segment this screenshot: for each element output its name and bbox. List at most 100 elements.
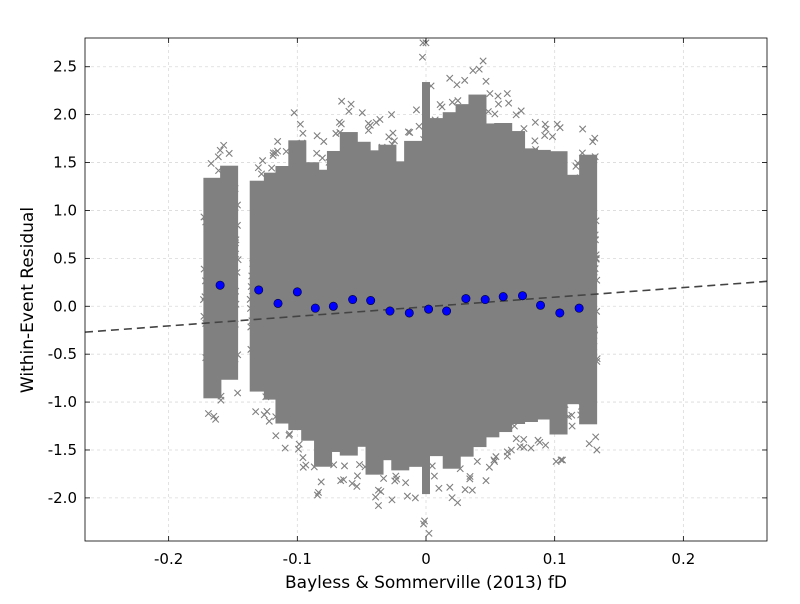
residual-point <box>291 274 299 282</box>
residual-point <box>216 146 224 154</box>
residual-point <box>324 211 332 220</box>
residual-point <box>491 192 499 200</box>
residual-point <box>494 100 503 108</box>
residual-point <box>517 107 525 115</box>
y-tick-label: -1.5 <box>48 441 77 459</box>
residual-point <box>348 479 356 488</box>
residual-point <box>212 257 221 265</box>
binned-mean-point <box>461 294 471 304</box>
residual-point <box>508 206 516 214</box>
residual-point <box>272 236 281 244</box>
residual-point <box>546 282 555 290</box>
residual-point <box>536 438 544 446</box>
residual-point <box>495 326 504 334</box>
residual-point <box>525 307 533 315</box>
residual-point <box>333 390 341 399</box>
residual-point <box>411 183 419 192</box>
residual-point <box>349 206 357 214</box>
residual-point <box>356 345 364 353</box>
residual-point <box>554 271 563 279</box>
residual-point <box>409 264 417 272</box>
residual-band <box>564 174 583 405</box>
residual-point <box>569 260 577 268</box>
residual-point <box>261 246 269 254</box>
residual-point <box>534 354 542 362</box>
residual-point <box>370 219 378 227</box>
residual-point <box>456 403 464 411</box>
residual-point <box>456 230 464 238</box>
residual-point <box>455 394 463 402</box>
residual-point <box>591 231 599 239</box>
residual-point <box>408 356 417 364</box>
residual-point <box>536 229 544 237</box>
residual-point <box>471 284 479 292</box>
residual-point <box>301 216 309 224</box>
residual-point <box>332 340 340 348</box>
residual-point <box>376 234 384 242</box>
residual-point <box>441 198 449 207</box>
residual-point <box>426 321 434 330</box>
residual-point <box>337 228 345 236</box>
residual-points <box>199 39 601 537</box>
residual-point <box>404 437 412 445</box>
residual-point <box>218 201 227 209</box>
y-tick-label: -1.0 <box>48 393 77 411</box>
residual-point <box>354 203 363 211</box>
residual-point <box>588 316 596 325</box>
residual-point <box>572 162 580 170</box>
residual-point <box>345 274 353 282</box>
residual-point <box>541 324 549 333</box>
binned-mean-points <box>215 280 584 318</box>
residual-point <box>409 166 418 174</box>
residual-point <box>413 393 421 401</box>
residual-point <box>427 173 435 181</box>
residual-point <box>394 440 403 448</box>
residual-point <box>387 111 396 119</box>
residual-point <box>510 136 518 145</box>
residual-point <box>356 193 364 201</box>
residual-point <box>293 302 301 311</box>
residual-point <box>481 276 489 284</box>
residual-point <box>421 319 429 328</box>
residual-point <box>401 194 409 202</box>
residual-point <box>206 249 214 257</box>
residual-point <box>555 242 563 250</box>
binned-mean-point <box>498 292 508 302</box>
binned-mean-point <box>310 303 320 313</box>
residual-point <box>209 354 217 363</box>
residual-point <box>592 307 601 315</box>
residual-point <box>442 317 450 325</box>
residual-point <box>397 360 405 368</box>
residual-point <box>299 354 307 362</box>
residual-point <box>483 322 491 330</box>
residual-point <box>294 445 303 453</box>
residual-point <box>511 281 520 289</box>
residual-point <box>280 371 288 379</box>
residual-point <box>401 281 409 289</box>
residual-point <box>289 337 297 345</box>
residual-point <box>442 213 450 221</box>
residual-point <box>519 315 527 323</box>
residual-point <box>571 235 579 244</box>
residual-point <box>408 363 416 372</box>
residual-point <box>272 265 280 273</box>
residual-point <box>347 100 355 108</box>
residual-point <box>218 302 227 310</box>
residual-point <box>577 348 586 356</box>
residual-point <box>506 274 514 282</box>
residual-point <box>206 296 214 304</box>
residual-point <box>261 259 269 267</box>
residual-point <box>419 162 427 170</box>
residual-point <box>277 335 285 343</box>
y-tick-label: -0.5 <box>48 345 77 363</box>
residual-point <box>223 273 232 281</box>
binned-mean-point <box>385 306 395 316</box>
residual-point <box>586 287 594 295</box>
binned-mean-point <box>366 296 376 306</box>
residual-point <box>551 427 559 435</box>
residual-point <box>394 415 402 423</box>
residual-point <box>503 89 511 98</box>
residual-point <box>284 229 293 237</box>
residual-point <box>286 251 294 259</box>
residual-point <box>520 124 528 133</box>
